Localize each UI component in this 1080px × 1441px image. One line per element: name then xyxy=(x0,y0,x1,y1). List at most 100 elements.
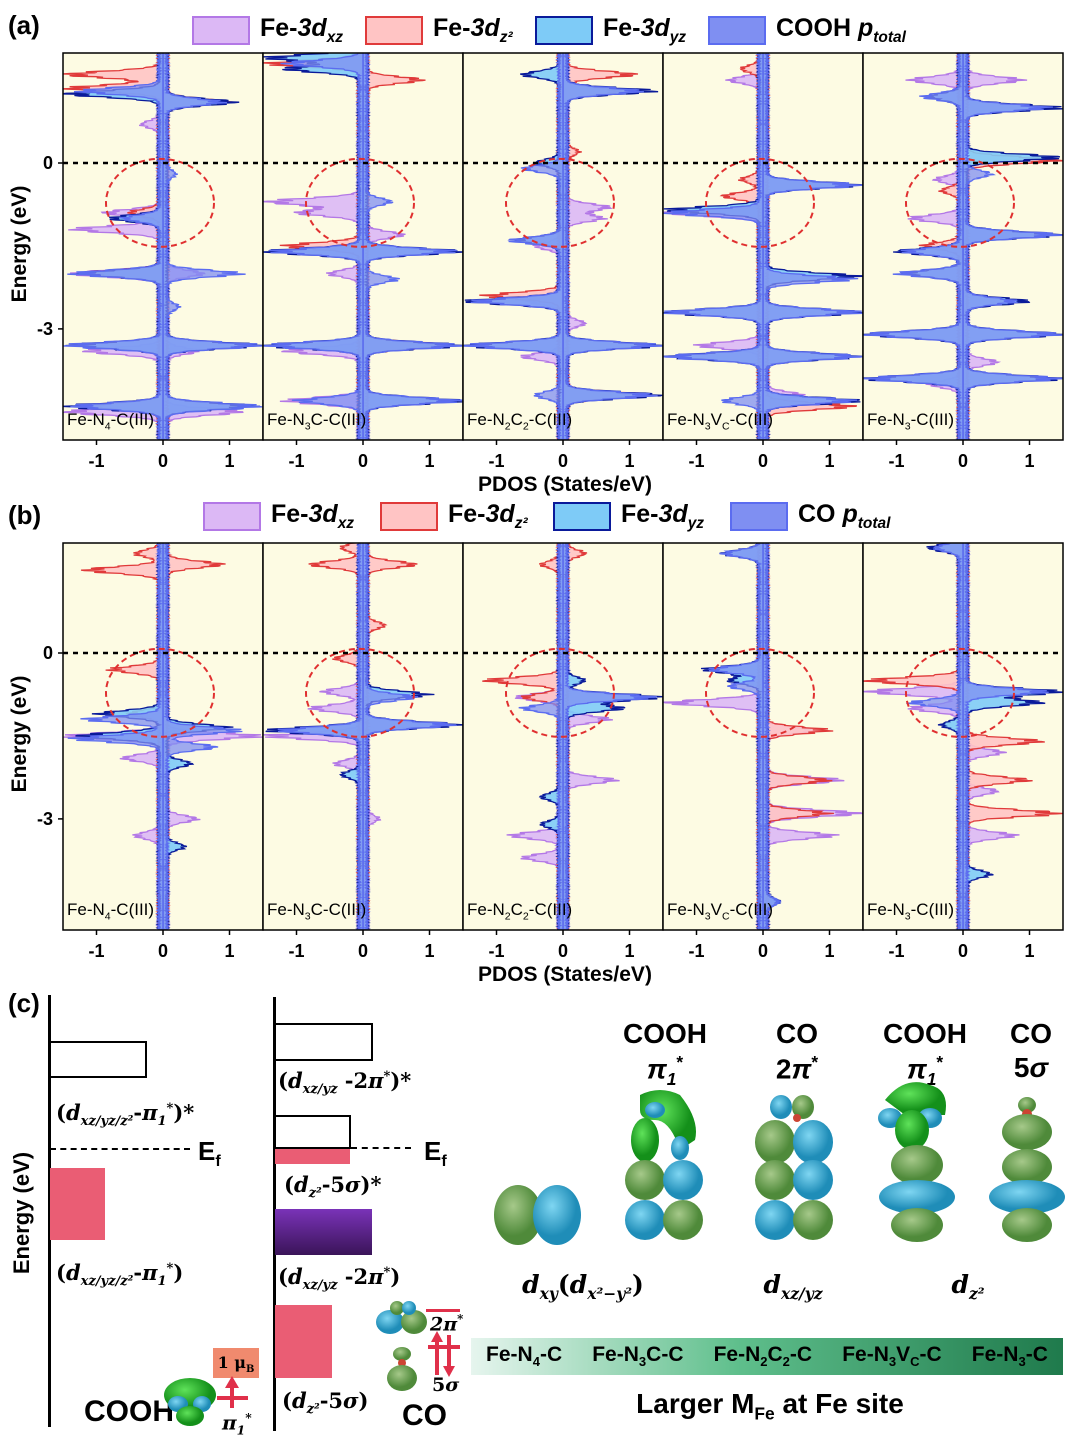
x-tick-label: -1 xyxy=(888,451,904,471)
subplot-label: Fe-N3C-C(III) xyxy=(267,410,467,432)
text-segment: -2 xyxy=(337,1264,369,1289)
text-segment: Fe-N xyxy=(67,900,105,919)
text-segment: σ xyxy=(445,1374,460,1396)
text-segment: -C(III) xyxy=(910,900,955,919)
text-segment: xz/yz/z² xyxy=(80,1114,134,1130)
co-2pi-orbital-small xyxy=(376,1301,427,1334)
cooh-bonding-level xyxy=(50,1168,105,1240)
text-segment: )* xyxy=(360,1172,382,1197)
text-segment: total xyxy=(857,515,891,532)
text-segment: π xyxy=(791,1053,812,1085)
text-segment: CO xyxy=(798,500,843,528)
co-5s-antibonding-filled xyxy=(275,1149,350,1164)
subplot-label: Fe-N2C2-C(III) xyxy=(467,900,667,922)
co-fermi-line xyxy=(351,1147,411,1149)
subplot-b-4 xyxy=(663,543,863,930)
text-segment: ) xyxy=(632,1270,644,1299)
text-segment: Fe- xyxy=(603,14,641,42)
legend-label: Fe-3dz² xyxy=(448,500,528,533)
x-tick-label: 0 xyxy=(958,451,968,471)
text-segment: Fe-N xyxy=(842,1343,889,1367)
x-tick-label: -1 xyxy=(288,941,304,961)
subplot-label-container: Fe-N2C2-C(III) xyxy=(467,900,667,922)
pdos-p-up xyxy=(362,543,458,930)
highlight-circle xyxy=(305,647,415,738)
text-segment: B xyxy=(246,1364,255,1376)
trend-label: Larger MFe at Fe site xyxy=(520,1388,1020,1425)
text-segment: -C(III) xyxy=(528,410,573,429)
text-segment: -C(III) xyxy=(110,900,155,919)
text-segment: * xyxy=(383,1069,391,1084)
co-5s-bonding-level xyxy=(275,1305,332,1378)
subplot-label-container: Fe-N3VC-C(III) xyxy=(667,900,773,922)
text-segment: C xyxy=(510,900,523,919)
x-tick-label: 0 xyxy=(358,941,368,961)
x-tick-label: -1 xyxy=(888,941,904,961)
text-segment: -C(III) xyxy=(528,900,573,919)
co-2pi-antibonding-level xyxy=(274,1023,373,1061)
text-segment: π xyxy=(142,1260,158,1285)
x-tick-label: 1 xyxy=(1024,451,1034,471)
text-segment: ( xyxy=(278,1068,288,1093)
legend-label: CO ptotal xyxy=(798,500,890,533)
subplot-label-container: Fe-N3C-C(III) xyxy=(267,900,467,922)
text-segment: -C(III) xyxy=(729,410,774,429)
text-segment: xz xyxy=(337,515,355,532)
text-segment: )* xyxy=(173,1100,195,1125)
text-segment: π xyxy=(906,1053,927,1085)
orbital-title-state: π1* xyxy=(605,1052,725,1090)
subplot-label-container: Fe-N2C2-C(III) xyxy=(467,410,573,432)
pdos-p-down xyxy=(707,543,764,930)
text-segment: d xyxy=(291,1388,307,1413)
panel-label-b: (b) xyxy=(8,500,42,530)
subplot-label-container: Fe-N4-C(III) xyxy=(67,900,155,922)
panel-label-a: (a) xyxy=(8,10,40,40)
cooh-fermi-label: Ef xyxy=(198,1136,221,1171)
subplot-label: Fe-N3C-C(III) xyxy=(267,900,467,922)
site-label: Fe-N2C2-C xyxy=(714,1343,813,1369)
text-segment: d xyxy=(287,1264,303,1289)
x-axis-title-a: PDOS (States/eV) xyxy=(478,473,652,496)
text-segment: * xyxy=(166,1101,174,1116)
highlight-circle xyxy=(705,647,815,738)
legend-label: Fe-3dxz xyxy=(260,14,343,47)
highlight-circle xyxy=(105,157,215,248)
text-segment: 2 xyxy=(782,1354,790,1370)
text-segment: 2 xyxy=(775,1053,792,1085)
text-segment: Fe- xyxy=(271,500,309,528)
subplot-label-container: Fe-N3VC-C(III) xyxy=(667,410,774,432)
y-axis-title-b: Energy (eV) xyxy=(8,675,31,793)
text-segment: -C(III) xyxy=(110,410,155,429)
text-segment: z² xyxy=(968,1284,985,1303)
cooh-pi1-dxz-orbital xyxy=(625,1090,703,1240)
co-energy-axis xyxy=(273,997,276,1431)
cooh-antibonding-label: (dxz/yz/z²-π1*)* xyxy=(56,1100,194,1129)
text-segment: 3 xyxy=(304,420,311,433)
text-segment: xz/yz xyxy=(302,1082,338,1098)
text-segment: -C xyxy=(1025,1343,1048,1367)
x-tick-label: 1 xyxy=(824,941,834,961)
text-segment: ) xyxy=(358,1388,369,1413)
legend-swatch-p xyxy=(708,16,766,45)
text-segment: d xyxy=(287,1068,303,1093)
subplot-label: Fe-N3-C(III) xyxy=(867,900,1067,922)
orbital-title-molecule: COOH xyxy=(623,1018,707,1049)
subplot-label: Fe-N3-C(III) xyxy=(867,410,1067,432)
text-segment: 4 xyxy=(532,1354,540,1370)
text-segment: σ xyxy=(1029,1052,1049,1083)
co-5s-bonding-label: (dz²-5σ) xyxy=(282,1388,368,1417)
x-tick-label: -1 xyxy=(488,941,504,961)
legend-swatch-dxz xyxy=(203,502,261,531)
highlight-circle xyxy=(105,647,215,738)
legend-swatch-dyz xyxy=(553,502,611,531)
orbital-title-molecule: COOH xyxy=(883,1018,967,1049)
pdos-p-up xyxy=(762,53,863,440)
text-segment: xy xyxy=(539,1284,558,1303)
text-segment: V xyxy=(896,1343,911,1367)
text-segment: yz xyxy=(687,515,705,532)
cooh-pi1-orbital-small xyxy=(164,1378,216,1426)
text-segment: Fe-N xyxy=(592,1343,639,1367)
co-5s-level-label: 5σ xyxy=(432,1374,459,1396)
y-tick-label: 0 xyxy=(43,643,53,663)
dxy-orbital xyxy=(494,1185,581,1245)
